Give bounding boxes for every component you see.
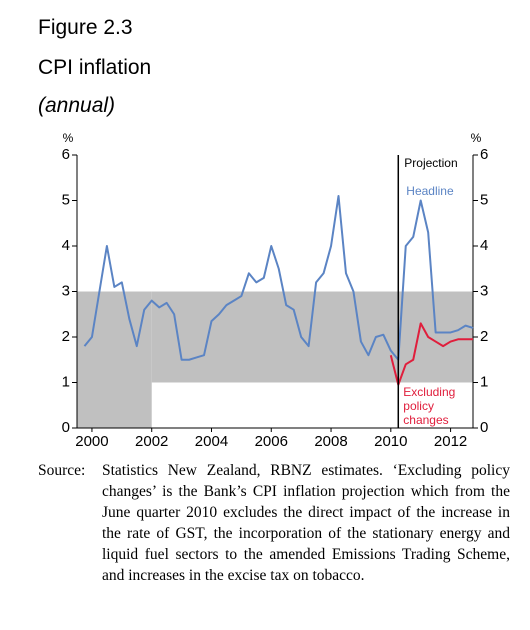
y-axis-label: % bbox=[63, 131, 74, 145]
x-tick-label: 2004 bbox=[195, 433, 228, 450]
x-tick-label: 2002 bbox=[135, 433, 168, 450]
y-tick-label: 2 bbox=[62, 328, 70, 345]
y-tick-label: 1 bbox=[62, 373, 70, 390]
series-line bbox=[83, 194, 474, 361]
excluding-label: Excluding bbox=[403, 385, 455, 399]
source-text: Statistics New Zealand, RBNZ estimates. … bbox=[102, 462, 510, 584]
x-tick-label: 2006 bbox=[255, 433, 288, 450]
y2-tick-label: 3 bbox=[480, 282, 488, 299]
headline-label: Headline bbox=[406, 184, 454, 198]
y2-axis-label: % bbox=[471, 131, 482, 145]
x-tick-label: 2008 bbox=[314, 433, 347, 450]
y2-tick-label: 1 bbox=[480, 373, 488, 390]
target-band bbox=[77, 291, 152, 428]
x-tick-label: 2010 bbox=[374, 433, 407, 450]
source-note: Source: Statistics New Zealand, RBNZ est… bbox=[38, 460, 510, 586]
y2-tick-label: 2 bbox=[480, 328, 488, 345]
figure-label: Figure 2.3 bbox=[38, 16, 133, 39]
source-label: Source: bbox=[38, 462, 86, 479]
projection-label: Projection bbox=[404, 156, 457, 170]
target-band bbox=[151, 291, 473, 383]
y-tick-label: 3 bbox=[62, 282, 70, 299]
excluding-label: changes bbox=[403, 413, 448, 427]
y2-tick-label: 5 bbox=[480, 191, 488, 208]
chart-title: CPI inflation bbox=[38, 56, 151, 79]
series-line bbox=[389, 322, 473, 386]
y2-tick-label: 0 bbox=[480, 419, 488, 436]
y2-tick-label: 4 bbox=[480, 237, 488, 254]
x-tick-label: 2012 bbox=[434, 433, 467, 450]
chart: Figure 2.3 CPI inflation (annual) % % 0 1… bbox=[38, 16, 488, 450]
y-tick-label: 4 bbox=[62, 237, 70, 254]
y2-tick-label: 6 bbox=[480, 146, 488, 163]
y-tick-label: 5 bbox=[62, 191, 70, 208]
y-tick-label: 0 bbox=[62, 419, 70, 436]
chart-subtitle: (annual) bbox=[38, 94, 115, 117]
x-tick-label: 2000 bbox=[75, 433, 108, 450]
excluding-label: policy bbox=[403, 399, 434, 413]
y-tick-label: 6 bbox=[62, 146, 70, 163]
